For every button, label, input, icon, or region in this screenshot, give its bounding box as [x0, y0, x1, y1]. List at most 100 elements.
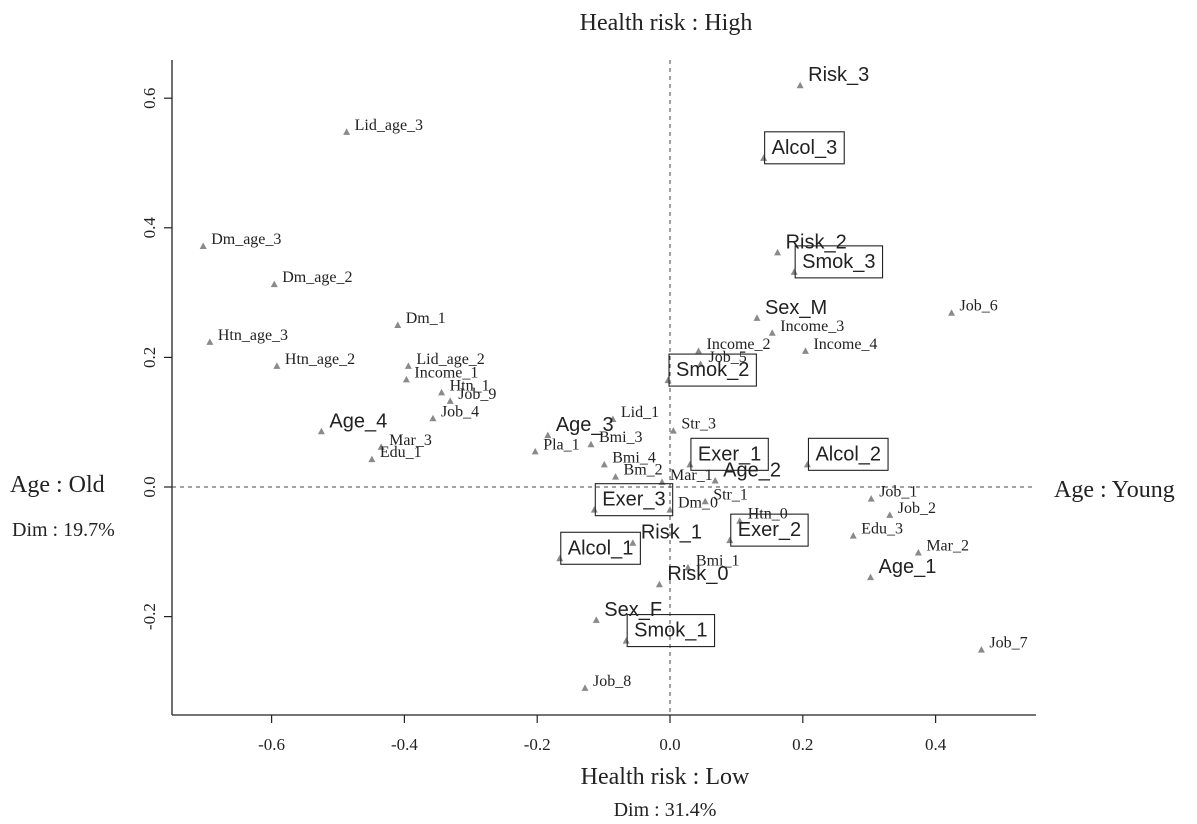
- x-tick-label: -0.2: [524, 735, 551, 754]
- point-label: Alcol_1: [568, 537, 634, 559]
- point-smok-3: Smok_3: [790, 245, 884, 279]
- point-label: Htn_1: [450, 377, 490, 394]
- label-box: [560, 531, 641, 565]
- point-bmi-4: Bmi_4: [600, 449, 656, 468]
- x-tick-label: 0.0: [659, 735, 680, 754]
- point-htn-1: Htn_1: [438, 377, 490, 396]
- point-age-4: Age_4: [317, 410, 387, 435]
- label-box: [730, 513, 809, 547]
- point-marker: [622, 637, 630, 644]
- point-label: Job_6: [960, 298, 998, 315]
- point-label: Mar_3: [389, 432, 432, 449]
- point-exer-1: Exer_1: [686, 437, 769, 471]
- point-job-4: Job_4: [429, 403, 479, 422]
- point-label: Income_2: [707, 336, 771, 353]
- y-tick-label: 0.0: [140, 476, 159, 497]
- point-label: Smok_1: [634, 620, 707, 642]
- top-axis-label: Health risk : High: [580, 10, 753, 36]
- point-mar-1: Mar_1: [658, 467, 713, 485]
- y-tick-label: 0.4: [140, 217, 159, 239]
- point-exer-3: Exer_3: [590, 483, 674, 517]
- data-points: Risk_3 Alcol_3 Lid_age_3 Dm_age_3 Dm_age_2 Ri…: [199, 64, 1028, 691]
- point-marker: [886, 511, 894, 518]
- point-marker: [684, 563, 692, 571]
- point-marker: [317, 427, 325, 435]
- point-marker: [669, 427, 677, 434]
- x-tick-label: -0.6: [258, 735, 285, 754]
- point-label: Mar_1: [670, 467, 713, 484]
- point-marker: [609, 415, 617, 422]
- point-marker: [726, 536, 734, 544]
- point-label: Job_5: [709, 349, 747, 366]
- point-job-9: Job_9: [446, 386, 496, 404]
- point-marker: [404, 362, 412, 369]
- label-box: [807, 437, 889, 471]
- point-marker: [774, 248, 782, 256]
- point-marker: [377, 443, 385, 450]
- point-marker: [394, 321, 402, 328]
- point-marker: [273, 362, 281, 369]
- point-marker: [867, 573, 875, 581]
- x-tick-label: -0.4: [391, 735, 418, 754]
- point-label: Edu_3: [861, 521, 903, 538]
- point-marker: [544, 431, 552, 439]
- point-marker: [790, 268, 798, 275]
- point-marker: [948, 309, 956, 316]
- point-marker: [697, 360, 705, 367]
- point-label: Lid_age_2: [416, 351, 484, 368]
- point-marker: [977, 646, 985, 653]
- point-lid-age-3: Lid_age_3: [343, 117, 423, 135]
- point-marker: [701, 497, 709, 505]
- point-mar-3: Mar_3: [377, 432, 432, 450]
- point-age-1: Age_1: [867, 556, 936, 581]
- point-label: Sex_M: [765, 297, 827, 319]
- point-marker: [666, 506, 674, 513]
- x-axis-label: Health risk : Low: [581, 764, 750, 790]
- point-marker: [590, 506, 598, 513]
- point-marker: [695, 347, 703, 354]
- point-marker: [629, 539, 637, 546]
- point-marker: [438, 388, 446, 396]
- y-tick-label: 0.2: [140, 347, 159, 368]
- point-risk-3: Risk_3: [796, 64, 869, 89]
- point-label: Risk_2: [786, 231, 847, 253]
- point-label: Lid_age_3: [355, 117, 423, 134]
- point-mar-2: Mar_2: [914, 537, 969, 556]
- point-marker: [686, 460, 694, 468]
- point-label: Htn_age_3: [218, 327, 288, 344]
- point-marker: [368, 455, 376, 463]
- point-marker: [849, 532, 857, 539]
- point-alcol-1: Alcol_1: [556, 531, 641, 565]
- point-label: Bmi_1: [696, 552, 740, 569]
- point-marker: [760, 154, 768, 161]
- point-label: Smok_3: [802, 251, 875, 273]
- point-income-4: Income_4: [801, 336, 877, 354]
- point-label: Risk_1: [641, 522, 702, 544]
- point-marker: [343, 128, 351, 135]
- point-label: Exer_2: [738, 519, 801, 541]
- point-dm-age-3: Dm_age_3: [199, 231, 281, 249]
- x-axis-ticks: -0.6 -0.4 -0.2 0.0 0.2 0.4: [258, 715, 947, 754]
- point-dm-0: Dm_0: [666, 495, 718, 513]
- point-str-1: Str_1: [701, 486, 748, 505]
- label-box: [668, 353, 757, 387]
- point-label: Str_1: [713, 486, 748, 503]
- point-label: Str_3: [681, 416, 716, 433]
- point-label: Smok_2: [676, 359, 749, 381]
- point-job-7: Job_7: [977, 635, 1028, 653]
- point-smok-1: Smok_1: [622, 614, 716, 648]
- point-marker: [402, 375, 410, 383]
- y-axis-ticks: -0.2 0.0 0.2 0.4 0.6: [140, 88, 172, 630]
- point-age-3: Age_3: [544, 414, 614, 439]
- x-tick-label: 0.2: [792, 735, 813, 754]
- point-label: Bmi_4: [612, 449, 656, 466]
- point-income-2: Income_2: [695, 336, 771, 354]
- point-edu-3: Edu_3: [849, 521, 903, 539]
- point-label: Age_2: [723, 460, 781, 482]
- point-label: Dm_0: [678, 495, 718, 512]
- point-label: Dm_age_2: [282, 269, 352, 286]
- right-axis-label: Age : Young: [1054, 477, 1175, 503]
- point-label: Mar_2: [926, 537, 969, 554]
- point-label: Dm_1: [406, 310, 446, 327]
- point-dm-1: Dm_1: [394, 310, 446, 328]
